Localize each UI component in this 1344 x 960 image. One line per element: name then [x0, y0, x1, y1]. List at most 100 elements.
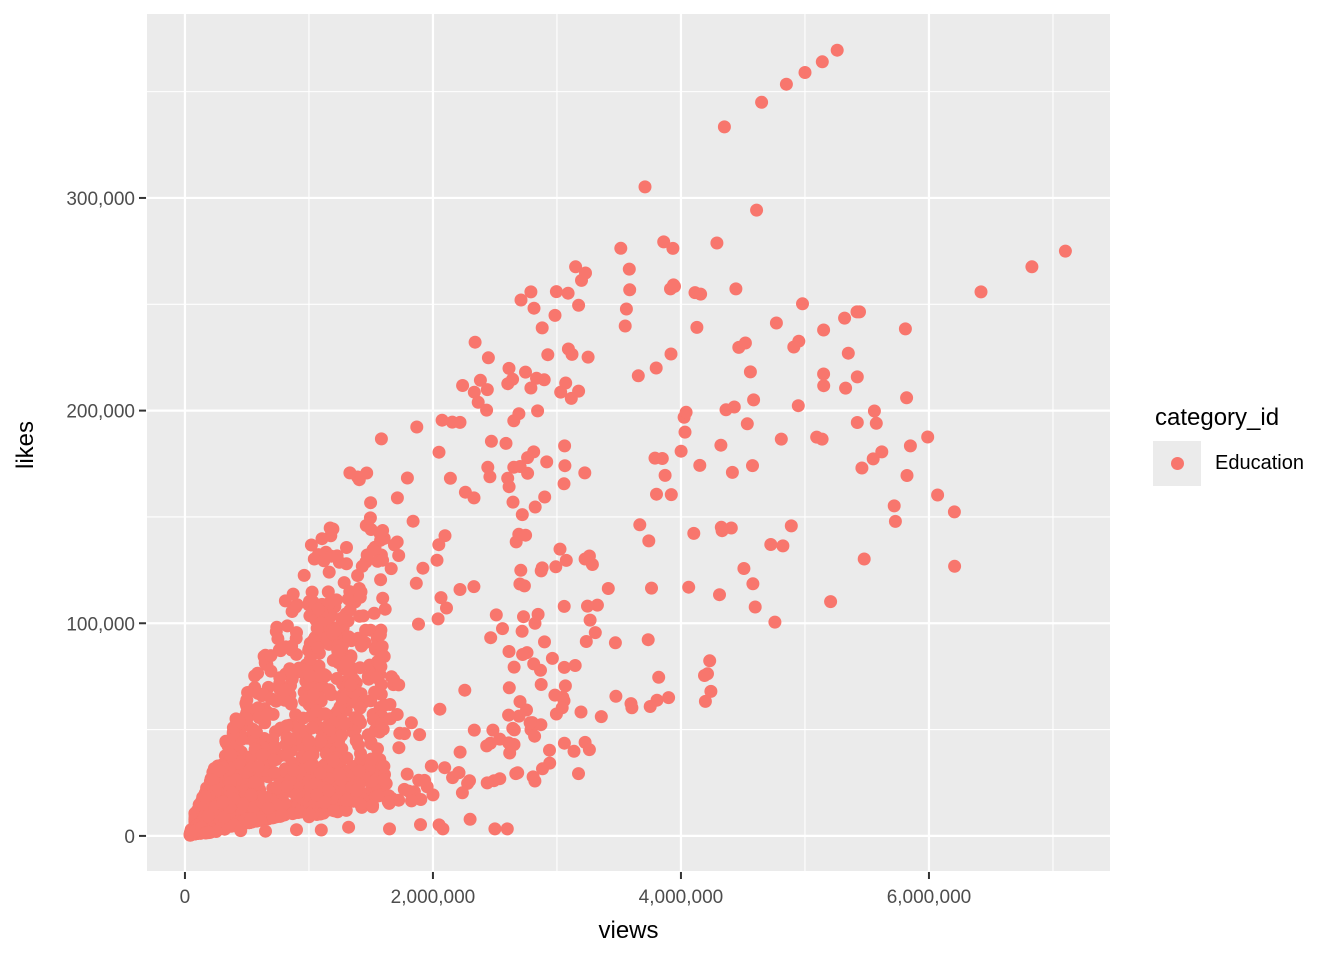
- data-point: [515, 508, 529, 522]
- data-point: [655, 452, 669, 465]
- data-point: [729, 282, 743, 296]
- data-point: [326, 522, 340, 536]
- data-point: [430, 553, 444, 567]
- data-point: [900, 469, 914, 482]
- data-point: [931, 488, 945, 502]
- data-point: [307, 687, 321, 701]
- data-point: [824, 595, 838, 609]
- data-point: [869, 416, 883, 430]
- data-point: [387, 538, 401, 552]
- data-point: [517, 579, 531, 593]
- data-point: [264, 692, 278, 706]
- data-point: [642, 534, 656, 548]
- data-point: [641, 633, 655, 647]
- data-point: [463, 774, 476, 788]
- data-point: [743, 365, 757, 379]
- data-point: [359, 623, 373, 637]
- data-point: [434, 591, 448, 605]
- data-point: [353, 701, 367, 715]
- data-point: [257, 790, 271, 804]
- data-point: [412, 617, 425, 631]
- data-point: [534, 718, 548, 732]
- data-point: [326, 754, 340, 768]
- data-point: [436, 822, 450, 836]
- data-point: [452, 766, 466, 780]
- data-point: [898, 322, 912, 336]
- data-point: [531, 607, 545, 621]
- data-point: [322, 565, 336, 579]
- data-point: [374, 432, 388, 446]
- data-point: [755, 95, 769, 109]
- data-point: [581, 350, 595, 364]
- data-point: [649, 361, 663, 375]
- data-point: [400, 767, 414, 781]
- data-point: [796, 297, 809, 311]
- data-point: [353, 609, 367, 623]
- data-point: [201, 809, 215, 823]
- data-point: [383, 822, 396, 836]
- data-point: [311, 602, 325, 616]
- data-point: [473, 373, 487, 387]
- data-point: [769, 316, 783, 330]
- data-point: [392, 549, 406, 562]
- data-point: [283, 732, 297, 746]
- data-point: [867, 404, 881, 418]
- data-point: [572, 384, 586, 398]
- data-point: [554, 385, 568, 399]
- data-point: [549, 560, 563, 574]
- data-point: [302, 734, 316, 748]
- data-point: [502, 708, 516, 722]
- legend-item-education: Education: [1153, 441, 1304, 486]
- data-point: [355, 639, 368, 653]
- data-point: [302, 807, 316, 821]
- data-point: [364, 523, 378, 536]
- data-point: [216, 795, 230, 809]
- data-point: [438, 761, 452, 775]
- data-point: [622, 262, 636, 276]
- data-point: [260, 708, 274, 722]
- data-point: [557, 736, 571, 750]
- data-point: [328, 623, 342, 637]
- data-point: [534, 678, 548, 691]
- data-point: [310, 621, 324, 635]
- data-point: [839, 381, 853, 395]
- data-point: [341, 592, 355, 606]
- data-point: [481, 351, 495, 365]
- y-tick-label: 0: [124, 827, 135, 848]
- data-point: [402, 784, 416, 798]
- data-point: [273, 671, 287, 685]
- data-point: [331, 644, 345, 658]
- data-point: [817, 379, 831, 393]
- data-point: [528, 729, 542, 743]
- data-point: [305, 721, 319, 735]
- data-point: [514, 293, 528, 307]
- data-point: [224, 748, 238, 762]
- data-point: [578, 466, 592, 480]
- data-point: [322, 683, 336, 697]
- data-point: [322, 784, 336, 798]
- data-point: [561, 286, 575, 300]
- data-point: [725, 465, 739, 479]
- data-point: [572, 767, 585, 781]
- data-point: [557, 660, 571, 674]
- data-point: [304, 759, 317, 773]
- data-point: [574, 705, 588, 719]
- data-point: [652, 670, 666, 684]
- x-axis-title: views: [598, 917, 659, 944]
- data-point: [561, 342, 575, 356]
- data-point: [426, 788, 440, 802]
- y-tick-label: 200,000: [66, 402, 135, 423]
- data-point: [855, 461, 869, 475]
- data-point: [817, 367, 831, 381]
- data-point: [746, 577, 760, 591]
- data-point: [467, 491, 481, 505]
- data-point: [558, 459, 572, 473]
- data-point: [279, 719, 293, 733]
- data-point: [714, 438, 728, 452]
- data-point: [768, 615, 782, 629]
- data-point: [212, 764, 226, 778]
- data-point: [376, 722, 390, 736]
- data-point: [713, 588, 726, 602]
- data-point: [538, 490, 552, 504]
- data-point: [528, 500, 542, 514]
